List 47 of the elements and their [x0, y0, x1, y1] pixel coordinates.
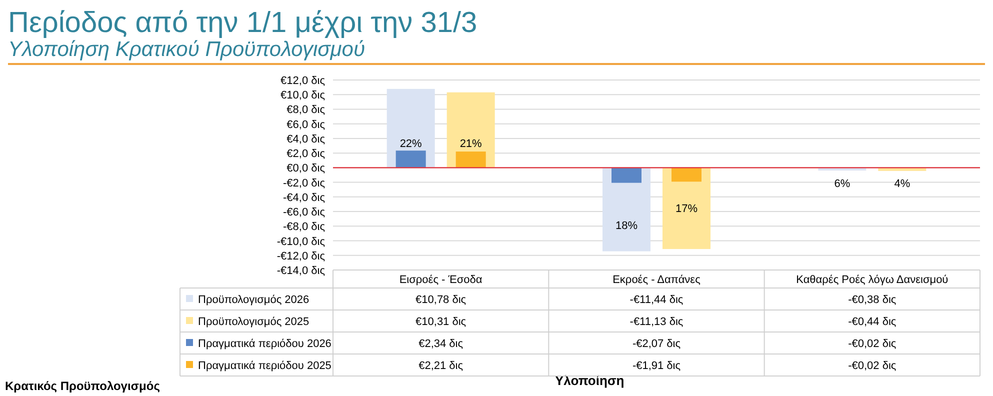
- y-tick-label: -€12,0 δις: [276, 250, 325, 262]
- bar: [456, 152, 486, 168]
- text: Υλοποίηση: [555, 373, 624, 388]
- x-tick-label: Εκροές - Δαπάνες: [612, 274, 700, 286]
- data-label: €2,21 δις: [418, 360, 464, 372]
- y-tick-label: €2,0 δις: [286, 148, 325, 160]
- y-tick-label: -€2,0 δις: [283, 177, 325, 190]
- y-tick-label: -€4,0 δις: [283, 192, 325, 204]
- data-label: -€0,38 δις: [848, 294, 896, 306]
- data-label: -€1,91 δις: [632, 360, 681, 372]
- data-label: -€11,44 δις: [630, 294, 684, 306]
- text: Κρατικός Προϋπολογισμός: [5, 379, 160, 393]
- legend-label: Πραγματικά περιόδου 2026: [198, 338, 332, 350]
- x-tick-label: Καθαρές Ροές λόγω Δανεισμού: [796, 274, 948, 286]
- legend-label: Πραγματικά περιόδου 2025: [198, 360, 332, 372]
- legend-label: Προϋπολογισμός 2026: [198, 294, 310, 306]
- chart-subtitle: Υλοποίηση Κρατικού Προϋπολογισμού: [8, 38, 366, 61]
- data-label: €10,31 δις: [416, 316, 466, 328]
- x-tick-label: Εισροές - Έσοδα: [399, 274, 483, 286]
- annotation: 17%: [675, 203, 698, 215]
- bar: [396, 150, 426, 168]
- y-tick-label: -€14,0 δις: [276, 265, 325, 277]
- chart-title: Περίοδος από την 1/1 μέχρι την 31/3: [8, 7, 478, 39]
- data-label: -€0,02 δις: [848, 360, 896, 372]
- y-tick-label: €8,0 δις: [286, 104, 325, 116]
- y-tick-label: -€10,0 δις: [276, 236, 325, 248]
- y-tick-label: €4,0 δις: [286, 133, 325, 146]
- data-label: €10,78 δις: [416, 294, 466, 306]
- data-label: -€2,07 δις: [632, 338, 681, 350]
- bar: [672, 168, 702, 182]
- data-label: -€0,44 δις: [848, 316, 896, 328]
- y-tick-label: €12,0 δις: [280, 75, 325, 87]
- annotation: 6%: [834, 178, 850, 190]
- data-label: -€0,02 δις: [848, 338, 896, 350]
- annotation: 18%: [615, 220, 638, 232]
- y-tick-label: -€6,0 δις: [283, 206, 325, 219]
- annotation: 22%: [400, 138, 422, 150]
- legend-label: Προϋπολογισμός 2025: [198, 316, 310, 328]
- y-tick-label: €6,0 δις: [286, 118, 325, 131]
- data-label: €2,34 δις: [418, 338, 464, 350]
- y-tick-label: -€8,0 δις: [283, 221, 325, 234]
- annotation: 21%: [460, 138, 482, 150]
- y-tick-label: €0,0 δις: [286, 162, 325, 175]
- annotation: 4%: [894, 178, 910, 190]
- bar: [612, 168, 642, 183]
- data-label: -€11,13 δις: [630, 316, 684, 328]
- y-tick-label: €10,0 δις: [280, 90, 325, 102]
